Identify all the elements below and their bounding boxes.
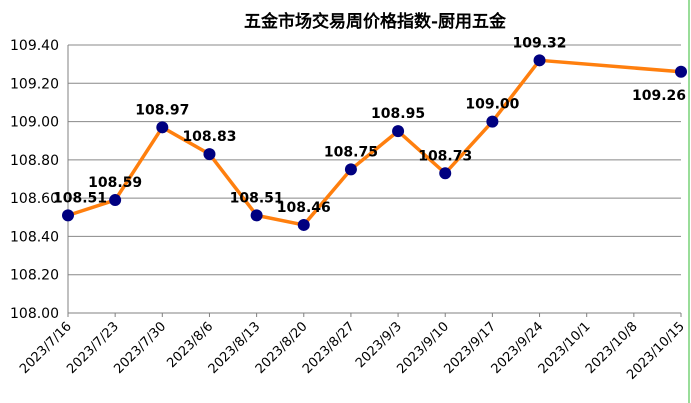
y-tick-label: 109.20 — [10, 76, 59, 92]
data-point — [297, 218, 310, 231]
y-tick-label: 108.20 — [10, 268, 59, 284]
y-tick-labels: 108.00 108.20 108.40 108.60 108.80 109.00 109.… — [10, 38, 59, 322]
data-label: 108.83 — [182, 129, 236, 145]
series-line — [67, 58, 682, 227]
y-tick-label: 108.60 — [10, 191, 59, 207]
data-point — [675, 65, 687, 78]
series-line-path — [67, 58, 682, 227]
data-point — [250, 209, 263, 222]
data-point — [109, 194, 122, 207]
y-tick-label: 108.80 — [10, 153, 59, 169]
chart-title: 五金市场交易周价格指数-厨用五金 — [244, 11, 507, 32]
data-label: 108.97 — [135, 102, 189, 118]
grid-lines — [68, 44, 681, 276]
y-tick-label: 109.00 — [10, 115, 59, 131]
data-point — [203, 148, 216, 161]
data-point — [156, 121, 169, 134]
data-point — [486, 115, 499, 128]
y-tick-label: 108.40 — [10, 229, 59, 245]
data-label: 108.51 — [53, 190, 107, 206]
data-label: 108.75 — [324, 144, 378, 160]
data-label: 108.95 — [371, 106, 425, 122]
data-label: 108.51 — [230, 190, 284, 206]
axes — [67, 45, 682, 317]
data-points — [62, 54, 687, 231]
data-label: 109.32 — [513, 35, 567, 51]
data-point — [392, 125, 405, 138]
data-point — [344, 163, 357, 176]
data-label: 109.26 — [632, 88, 686, 104]
y-tick-label: 108.00 — [10, 306, 59, 322]
data-labels: 108.51108.59108.97108.83108.51108.46108.… — [53, 35, 686, 216]
data-label: 108.46 — [277, 200, 331, 216]
data-label: 108.59 — [88, 175, 142, 191]
data-label: 108.73 — [418, 148, 472, 164]
data-point — [533, 54, 546, 67]
y-tick-label: 109.40 — [10, 38, 59, 54]
data-point — [62, 209, 74, 222]
data-point — [439, 167, 452, 180]
data-label: 109.00 — [465, 97, 519, 113]
